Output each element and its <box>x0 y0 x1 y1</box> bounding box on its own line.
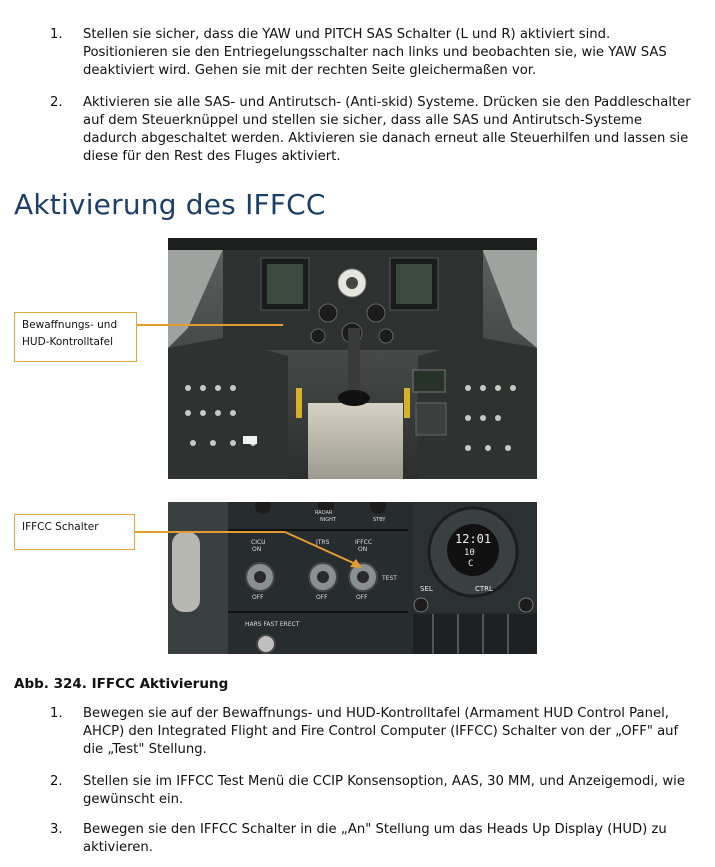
figure-caption: Abb. 324. IFFCC Aktivierung <box>14 676 229 692</box>
jtrs-label: JTRS <box>315 539 330 546</box>
cockpit-overview-image <box>168 238 537 479</box>
radar-label: RADAR <box>315 510 333 516</box>
off-label: OFF <box>356 594 368 601</box>
cicu-label: CICU <box>251 539 266 546</box>
callout-arrow <box>137 324 283 326</box>
sel-label: SEL <box>420 585 433 593</box>
hars-button[interactable] <box>256 634 276 654</box>
ctrl-label: CTRL <box>475 585 493 593</box>
arrow-pointer <box>284 531 362 568</box>
step-number: 2. <box>50 774 63 789</box>
step-number: 1. <box>50 27 63 42</box>
stby-label: STBY <box>373 517 386 523</box>
hars-label: HARS FAST ERECT <box>245 621 300 628</box>
ctrl-button[interactable] <box>518 597 534 613</box>
callout-label: Bewaffnungs- und HUD-Kontrolltafel <box>22 319 118 348</box>
step-text: Bewegen sie auf der Bewaffnungs- und HUD… <box>83 706 679 757</box>
clock-time: 12:01 <box>455 532 491 546</box>
callout-label: IFFCC Schalter <box>22 521 99 533</box>
step-number: 1. <box>50 706 63 721</box>
iffcc-label: IFFCC <box>355 539 372 546</box>
iffcc-panel-image: RADAR NIGHT STBY CICU ON OFF JTRS OFF IF… <box>168 502 537 654</box>
on-label: ON <box>358 546 367 553</box>
off-label: OFF <box>252 594 264 601</box>
sel-button[interactable] <box>413 597 429 613</box>
off-label: OFF <box>316 594 328 601</box>
step-text: Bewegen sie den IFFCC Schalter in die „A… <box>83 822 667 855</box>
on-label: ON <box>252 546 261 553</box>
night-label: NIGHT <box>320 517 337 523</box>
step-number: 2. <box>50 95 63 110</box>
test-label: TEST <box>381 575 397 582</box>
callout-armament-panel: Bewaffnungs- und HUD-Kontrolltafel <box>14 312 137 362</box>
step-text: Stellen sie im IFFCC Test Menü die CCIP … <box>83 774 685 807</box>
cockpit-illustration <box>168 238 537 479</box>
section-heading: Aktivierung des IFFCC <box>14 188 326 221</box>
step-text: Stellen sie sicher, dass die YAW und PIT… <box>83 27 667 78</box>
clock-sub: 10 <box>464 548 475 558</box>
callout-iffcc-switch: IFFCC Schalter <box>14 514 135 550</box>
step-text: Aktivieren sie alle SAS- und Antirutsch-… <box>83 95 691 164</box>
clock-c: C <box>468 559 473 569</box>
step-number: 3. <box>50 822 63 837</box>
callout-arrow <box>135 531 285 533</box>
panel-illustration: RADAR NIGHT STBY CICU ON OFF JTRS OFF IF… <box>168 502 537 654</box>
